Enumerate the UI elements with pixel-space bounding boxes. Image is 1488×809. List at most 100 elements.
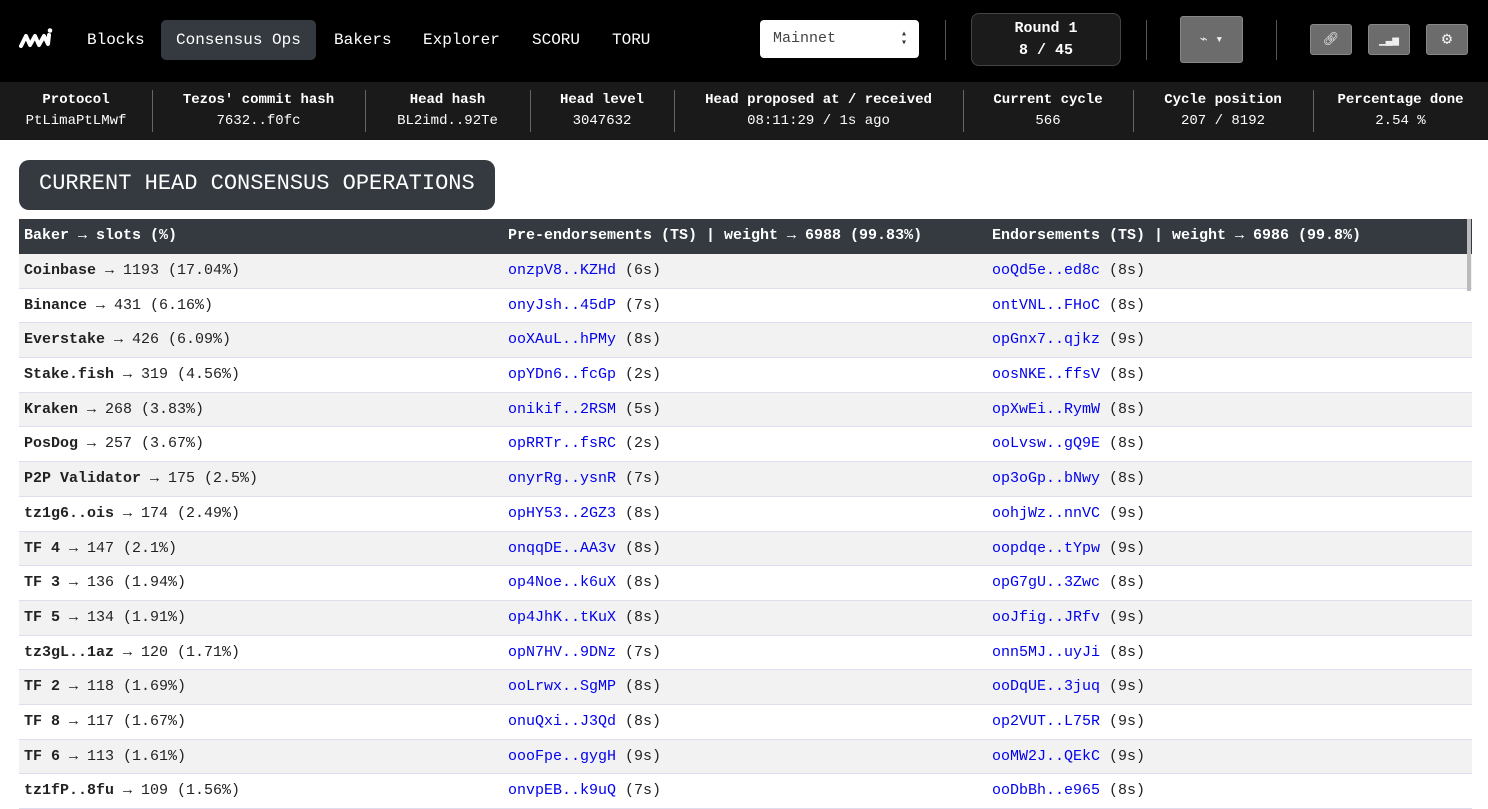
baker-name[interactable]: TF 2 [24, 678, 61, 696]
pre-endorsement-link[interactable]: ooLrwx..SgMP [508, 678, 617, 696]
settings-button[interactable]: ⚙ [1426, 24, 1468, 55]
nav-explorer[interactable]: Explorer [423, 31, 500, 49]
endorsement-link[interactable]: op3oGp..bNwy [992, 470, 1101, 488]
stat-value: 2.54 % [1375, 113, 1426, 129]
top-navbar: Blocks Consensus Ops Bakers Explorer SCO… [0, 0, 1488, 82]
endorsement-link[interactable]: op2VUT..L75R [992, 712, 1101, 730]
pre-endorsement-link[interactable]: onyJsh..45dP [508, 296, 617, 314]
endorsement-ts: (8s) [1100, 435, 1146, 453]
endorsement-link[interactable]: ooMW2J..QEkC [992, 747, 1101, 765]
link-icon: 🔗︎ [1322, 32, 1340, 47]
baker-slots: → 319 (4.56%) [114, 366, 241, 384]
baker-name[interactable]: tz3gL..1az [24, 643, 115, 661]
nav-blocks[interactable]: Blocks [87, 31, 145, 49]
endorsement-link[interactable]: oosNKE..ffsV [992, 366, 1101, 384]
pre-endorsement-link[interactable]: oooFpe..gygH [508, 747, 617, 765]
stat-head-hash: Head hash BL2imd..92Te [365, 82, 530, 140]
activity-dropdown-button[interactable]: ⌁ ▾ [1180, 16, 1243, 63]
pre-endorsement-link[interactable]: onuQxi..J3Qd [508, 712, 617, 730]
baker-slots: → 1193 (17.04%) [96, 262, 241, 279]
pre-endorsement-link[interactable]: ooXAuL..hPMy [508, 331, 617, 349]
endorsement-link[interactable]: onn5MJ..uyJi [992, 643, 1101, 661]
pre-endorsement-link[interactable]: onvpEB..k9uQ [508, 782, 617, 800]
pre-endorsement-cell: ooLrwx..SgMP (8s) [503, 670, 987, 704]
signal-button[interactable]: ▁▃▅ [1368, 24, 1410, 55]
baker-name[interactable]: Everstake [24, 331, 106, 349]
baker-name[interactable]: Coinbase [24, 262, 97, 279]
endorsement-cell: ooDbBh..e965 (8s) [987, 774, 1472, 808]
endorsement-ts: (8s) [1100, 296, 1146, 314]
endorsement-ts: (8s) [1100, 262, 1146, 279]
baker-name[interactable]: P2P Validator [24, 470, 142, 488]
baker-name[interactable]: Stake.fish [24, 366, 115, 384]
endorsement-link[interactable]: opG7gU..3Zwc [992, 574, 1101, 592]
baker-cell: tz3gL..1az → 120 (1.71%) [19, 636, 503, 670]
baker-name[interactable]: Kraken [24, 400, 79, 418]
pre-endorsement-link[interactable]: onqqDE..AA3v [508, 539, 617, 557]
baker-name[interactable]: TF 3 [24, 574, 61, 592]
pre-endorsement-link[interactable]: op4JhK..tKuX [508, 608, 617, 626]
network-select[interactable]: Mainnet ▴ ▾ [760, 20, 919, 58]
baker-name[interactable]: TF 4 [24, 539, 61, 557]
endorsement-link[interactable]: ooLvsw..gQ9E [992, 435, 1101, 453]
endorsement-link[interactable]: ooDbBh..e965 [992, 782, 1101, 800]
endorsement-link[interactable]: ooQd5e..ed8c [992, 262, 1101, 279]
baker-name[interactable]: PosDog [24, 435, 79, 453]
table-row: tz1fP..8fu → 109 (1.56%) onvpEB..k9uQ (7… [19, 774, 1472, 809]
pre-endorsement-cell: onzpV8..KZHd (6s) [503, 254, 987, 288]
stat-value: PtLimaPtLMwf [25, 113, 127, 129]
stat-percentage: Percentage done 2.54 % [1313, 82, 1488, 140]
nav-consensus-ops[interactable]: Consensus Ops [161, 20, 316, 60]
stat-label: Head level [559, 92, 644, 108]
pulse-icon: ⌁ ▾ [1199, 32, 1224, 47]
table-row: P2P Validator → 175 (2.5%) onyrRg..ysnR … [19, 462, 1472, 497]
logo-icon[interactable] [19, 28, 53, 50]
pre-endorsement-link[interactable]: onyrRg..ysnR [508, 470, 617, 488]
network-value: Mainnet [773, 30, 837, 47]
pre-endorsement-cell: ooXAuL..hPMy (8s) [503, 323, 987, 357]
pre-endorsement-ts: (8s) [616, 608, 662, 626]
divider [1276, 20, 1277, 60]
baker-name[interactable]: TF 5 [24, 608, 61, 626]
baker-name[interactable]: Binance [24, 296, 88, 314]
endorsement-link[interactable]: oopdqe..tYpw [992, 539, 1101, 557]
pre-endorsement-link[interactable]: op4Noe..k6uX [508, 574, 617, 592]
endorsement-cell: oopdqe..tYpw (9s) [987, 532, 1472, 566]
endorsement-ts: (9s) [1100, 608, 1146, 626]
endorsement-cell: ooMW2J..QEkC (9s) [987, 740, 1472, 774]
pre-endorsement-link[interactable]: opN7HV..9DNz [508, 643, 617, 661]
nav-scoru[interactable]: SCORU [532, 31, 581, 49]
pre-endorsement-link[interactable]: onikif..2RSM [508, 400, 617, 418]
pre-endorsement-cell: onvpEB..k9uQ (7s) [503, 774, 987, 808]
endorsement-link[interactable]: ooDqUE..3juq [992, 678, 1101, 696]
endorsement-link[interactable]: ontVNL..FHoC [992, 296, 1101, 314]
baker-name[interactable]: TF 6 [24, 747, 61, 765]
baker-cell: TF 6 → 113 (1.61%) [19, 740, 503, 774]
endorsement-ts: (9s) [1100, 504, 1146, 522]
baker-name[interactable]: tz1fP..8fu [24, 782, 115, 800]
pre-endorsement-link[interactable]: opYDn6..fcGp [508, 366, 617, 384]
endorsement-link[interactable]: opXwEi..RymW [992, 400, 1101, 418]
scrollbar[interactable] [1467, 219, 1471, 291]
endorsement-cell: op2VUT..L75R (9s) [987, 705, 1472, 739]
nav-bakers[interactable]: Bakers [334, 31, 392, 49]
link-button[interactable]: 🔗︎ [1310, 24, 1352, 55]
baker-name[interactable]: tz1g6..ois [24, 504, 115, 522]
baker-slots: → 257 (3.67%) [78, 435, 205, 453]
pre-endorsement-link[interactable]: opRRTr..fsRC [508, 435, 617, 453]
pre-endorsement-cell: onqqDE..AA3v (8s) [503, 532, 987, 566]
endorsement-ts: (8s) [1100, 400, 1146, 418]
baker-cell: Kraken → 268 (3.83%) [19, 393, 503, 427]
endorsement-link[interactable]: oohjWz..nnVC [992, 504, 1101, 522]
baker-name[interactable]: TF 8 [24, 712, 61, 730]
pre-endorsement-link[interactable]: opHY53..2GZ3 [508, 504, 617, 522]
baker-slots: → 426 (6.09%) [105, 331, 232, 349]
endorsement-ts: (8s) [1100, 470, 1146, 488]
baker-cell: Binance → 431 (6.16%) [19, 289, 503, 323]
nav-toru[interactable]: TORU [612, 31, 651, 49]
endorsement-link[interactable]: ooJfig..JRfv [992, 608, 1101, 626]
pre-endorsement-link[interactable]: onzpV8..KZHd [508, 262, 617, 279]
endorsement-link[interactable]: opGnx7..qjkz [992, 331, 1101, 349]
endorsement-cell: opG7gU..3Zwc (8s) [987, 566, 1472, 600]
pre-endorsement-ts: (2s) [616, 435, 662, 453]
